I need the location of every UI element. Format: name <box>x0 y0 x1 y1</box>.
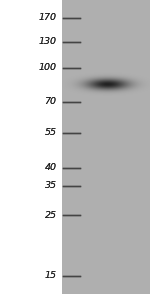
Text: 100: 100 <box>39 64 57 73</box>
Text: 15: 15 <box>45 271 57 280</box>
Text: 100: 100 <box>39 64 57 73</box>
Text: 25: 25 <box>45 211 57 220</box>
Text: 130: 130 <box>39 38 57 46</box>
Text: 15: 15 <box>45 271 57 280</box>
Text: 35: 35 <box>45 181 57 191</box>
Text: 35: 35 <box>45 181 57 191</box>
Text: 70: 70 <box>45 98 57 106</box>
Text: 25: 25 <box>45 211 57 220</box>
Text: 40: 40 <box>45 163 57 173</box>
Text: 170: 170 <box>39 14 57 23</box>
Text: 70: 70 <box>45 98 57 106</box>
Text: 40: 40 <box>45 163 57 173</box>
Text: 55: 55 <box>45 128 57 138</box>
Text: 55: 55 <box>45 128 57 138</box>
Text: 130: 130 <box>39 38 57 46</box>
Text: 170: 170 <box>39 14 57 23</box>
Bar <box>0 0 62 294</box>
Bar <box>62 0 150 294</box>
